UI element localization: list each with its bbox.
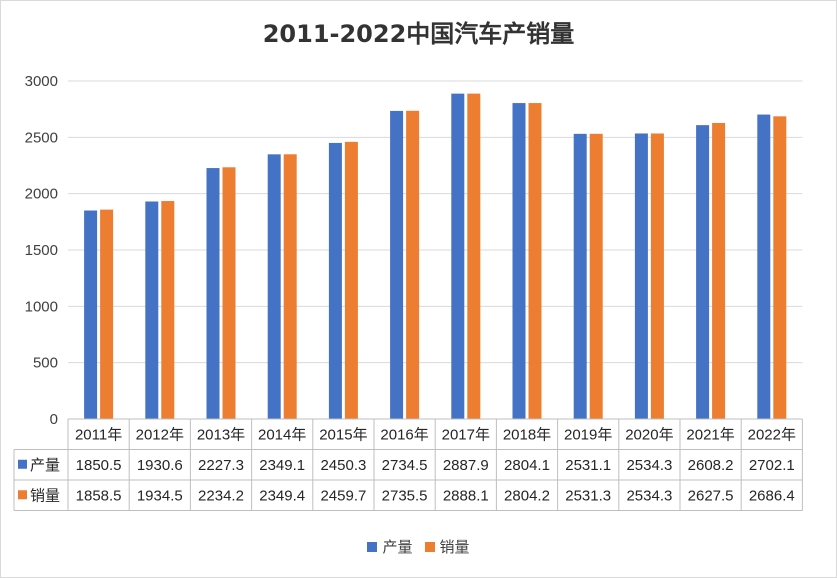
x-tick-label: 2021年: [686, 426, 734, 443]
bar-sales: [650, 133, 664, 419]
legend-swatch-sales: [424, 541, 435, 552]
bar-sales: [406, 110, 420, 420]
data-label: 2804.2: [504, 487, 550, 504]
data-label: 1858.5: [76, 487, 122, 504]
data-label: 2734.5: [382, 457, 428, 474]
table-legend-key: [18, 490, 27, 500]
data-label: 2804.1: [504, 457, 550, 474]
y-tick-label: 1500: [25, 242, 58, 259]
bar-production: [634, 133, 648, 419]
x-tick-label: 2016年: [380, 426, 428, 443]
bar-sales: [589, 133, 603, 419]
x-tick-label: 2013年: [197, 426, 245, 443]
bar-production: [573, 133, 587, 419]
x-tick-label: 2018年: [503, 426, 551, 443]
legend-item-production: 产量: [367, 536, 413, 557]
data-table: 2011年 2012年 2013年 2014年 2015年 2016年 2017年 2018年…: [13, 418, 803, 511]
bar-sales: [161, 201, 175, 419]
x-tick-label: 2012年: [136, 426, 184, 443]
bar-production: [512, 103, 526, 419]
x-tick-label: 2017年: [442, 426, 490, 443]
data-label: 1930.6: [137, 457, 183, 474]
y-tick-label: 0: [50, 411, 58, 428]
x-tick-label: 2020年: [625, 426, 673, 443]
bar-production: [84, 210, 98, 419]
data-label: 2608.2: [688, 457, 734, 474]
data-label: 2888.1: [443, 487, 489, 504]
bar-production: [267, 154, 281, 420]
table-legend-key: [18, 459, 27, 469]
chart-title: 2011-2022中国汽车产销量: [262, 20, 575, 48]
data-label: 2534.3: [626, 457, 672, 474]
data-label: 2531.3: [565, 487, 611, 504]
legend-label-sales: 销量: [439, 538, 470, 556]
bar-sales: [283, 154, 297, 419]
data-label: 2531.1: [565, 457, 611, 474]
bar-production: [696, 125, 710, 420]
data-label: 2735.5: [382, 487, 428, 504]
data-label: 2887.9: [443, 457, 489, 474]
x-tick-label: 2019年: [564, 426, 612, 443]
data-label: 2227.3: [198, 457, 244, 474]
bars: [84, 93, 787, 420]
x-tick-label: 2015年: [319, 426, 367, 443]
bar-sales: [773, 116, 787, 419]
data-label: 2686.4: [749, 487, 795, 504]
data-label: 2234.2: [198, 487, 244, 504]
data-label: 1850.5: [76, 457, 122, 474]
legend-swatch-production: [367, 541, 378, 552]
table-series-label: 销量: [30, 487, 60, 504]
bar-production: [390, 110, 404, 420]
bar-sales: [712, 122, 726, 420]
bar-sales: [100, 209, 114, 419]
legend: 产量 销量: [0, 536, 837, 557]
y-tick-label: 2000: [25, 186, 58, 203]
table-series-label: 产量: [30, 457, 60, 474]
data-label: 2702.1: [749, 457, 795, 474]
data-label: 2534.3: [626, 487, 672, 504]
x-tick-label: 2011年: [75, 426, 122, 443]
data-label: 2349.1: [259, 457, 305, 474]
data-label: 2627.5: [688, 487, 734, 504]
y-tick-label: 1000: [25, 298, 58, 315]
legend-item-sales: 销量: [424, 536, 470, 557]
data-label: 2450.3: [320, 457, 366, 474]
legend-label-production: 产量: [382, 538, 413, 556]
y-tick-label: 2500: [25, 129, 58, 146]
y-tick-label: 3000: [25, 73, 58, 90]
gridlines: [68, 80, 803, 364]
data-label: 1934.5: [137, 487, 183, 504]
x-tick-label: 2014年: [258, 426, 306, 443]
bar-production: [757, 114, 771, 419]
bar-production: [206, 168, 220, 419]
y-axis-ticks: 0 500 1000 1500 2000 2500 3000: [25, 73, 58, 428]
bar-sales: [222, 167, 236, 419]
bar-sales: [344, 141, 358, 420]
y-tick-label: 500: [33, 355, 58, 372]
bar-sales: [467, 93, 481, 420]
data-label: 2459.7: [320, 487, 366, 504]
bar-production: [451, 93, 465, 419]
x-tick-label: 2022年: [748, 426, 796, 443]
bar-sales: [528, 103, 542, 420]
bar-production: [145, 201, 159, 419]
bar-production: [328, 142, 342, 419]
data-label: 2349.4: [259, 487, 305, 504]
